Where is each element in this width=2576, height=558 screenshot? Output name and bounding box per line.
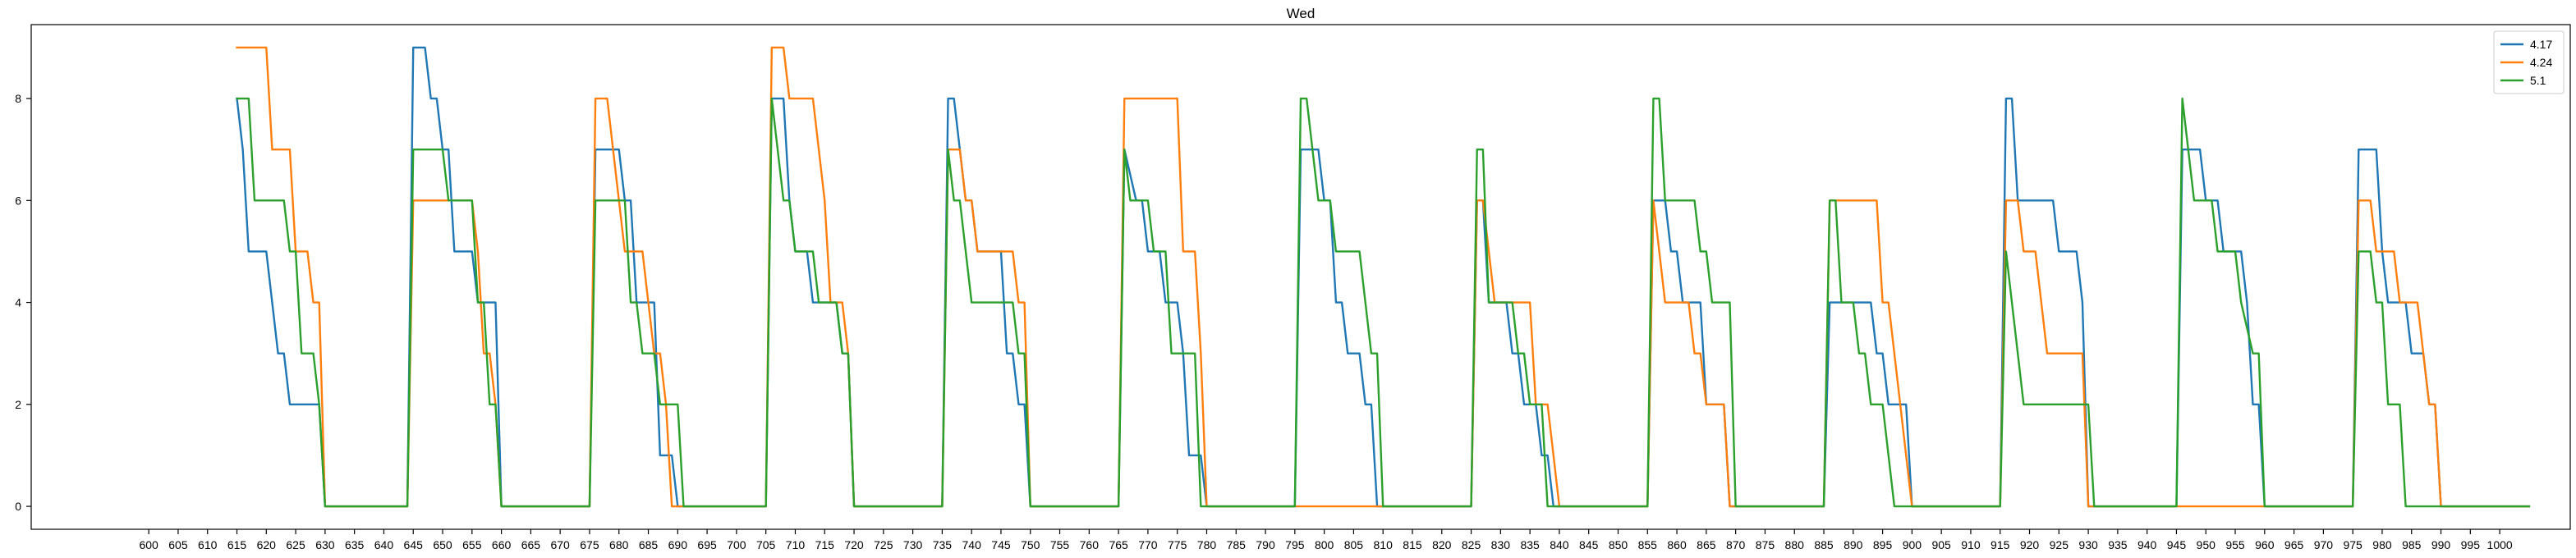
- x-tick-label: 700: [727, 538, 746, 551]
- x-tick-label: 885: [1814, 538, 1834, 551]
- x-tick-label: 790: [1256, 538, 1275, 551]
- x-tick-label: 770: [1138, 538, 1158, 551]
- x-tick-label: 780: [1197, 538, 1217, 551]
- y-tick-label: 2: [15, 398, 21, 411]
- x-tick-label: 950: [2197, 538, 2216, 551]
- x-tick-label: 705: [756, 538, 776, 551]
- x-tick-label: 955: [2225, 538, 2245, 551]
- x-tick-label: 690: [668, 538, 688, 551]
- legend-box: [2493, 30, 2565, 94]
- x-tick-label: 915: [1991, 538, 2010, 551]
- x-tick-label: 740: [962, 538, 982, 551]
- x-tick-label: 745: [991, 538, 1011, 551]
- x-tick-label: 655: [462, 538, 482, 551]
- x-tick-label: 870: [1726, 538, 1746, 551]
- x-tick-label: 695: [697, 538, 717, 551]
- x-tick-label: 890: [1844, 538, 1863, 551]
- x-tick-label: 725: [874, 538, 893, 551]
- x-tick-label: 925: [2050, 538, 2069, 551]
- x-tick-label: 665: [521, 538, 541, 551]
- x-tick-label: 960: [2255, 538, 2275, 551]
- x-tick-label: 630: [315, 538, 335, 551]
- x-tick-label: 710: [786, 538, 806, 551]
- x-tick-label: 865: [1697, 538, 1716, 551]
- y-tick-label: 4: [15, 296, 21, 309]
- x-tick-label: 825: [1462, 538, 1481, 551]
- x-tick-label: 910: [1961, 538, 1981, 551]
- x-tick-label: 895: [1873, 538, 1893, 551]
- x-tick-label: 735: [933, 538, 953, 551]
- series-line-5-1: [236, 97, 2531, 508]
- x-tick-label: 675: [580, 538, 599, 551]
- legend: 4.17 4.24 5.1: [2493, 30, 2565, 94]
- x-tick-label: 680: [609, 538, 629, 551]
- x-tick-label: 660: [492, 538, 512, 551]
- x-tick-label: 640: [374, 538, 394, 551]
- x-tick-label: 750: [1021, 538, 1040, 551]
- x-tick-label: 880: [1785, 538, 1805, 551]
- legend-label: 4.17: [2530, 38, 2552, 51]
- x-tick-label: 820: [1432, 538, 1452, 551]
- x-tick-label: 945: [2167, 538, 2187, 551]
- x-tick-label: 845: [1579, 538, 1599, 551]
- x-tick-label: 935: [2108, 538, 2128, 551]
- x-tick-label: 730: [903, 538, 923, 551]
- x-tick-label: 715: [815, 538, 835, 551]
- x-tick-label: 650: [433, 538, 452, 551]
- x-tick-label: 615: [227, 538, 247, 551]
- x-tick-label: 985: [2402, 538, 2422, 551]
- x-tick-label: 620: [257, 538, 277, 551]
- x-tick-label: 775: [1168, 538, 1187, 551]
- x-tick-label: 875: [1756, 538, 1775, 551]
- x-tick-label: 965: [2284, 538, 2304, 551]
- x-tick-label: 785: [1227, 538, 1247, 551]
- x-tick-label: 920: [2020, 538, 2040, 551]
- x-tick-label: 645: [404, 538, 424, 551]
- x-tick-label: 835: [1520, 538, 1540, 551]
- x-tick-label: 905: [1931, 538, 1951, 551]
- x-tick-label: 975: [2343, 538, 2362, 551]
- x-tick-label: 795: [1285, 538, 1305, 551]
- x-tick-label: 685: [639, 538, 659, 551]
- legend-label: 5.1: [2530, 74, 2546, 87]
- series-layer: [236, 46, 2531, 508]
- x-tick-label: 930: [2078, 538, 2098, 551]
- x-tick-label: 850: [1609, 538, 1628, 551]
- x-tick-label: 720: [844, 538, 864, 551]
- x-tick-label: 970: [2314, 538, 2334, 551]
- chart-title: Wed: [1287, 6, 1316, 21]
- y-tick-label: 6: [15, 194, 21, 207]
- x-tick-label: 810: [1374, 538, 1394, 551]
- x-axis: 600 605 610 615 620 625 630 635 640 645 650 655 660 6…: [139, 529, 2513, 551]
- x-tick-label: 670: [550, 538, 570, 551]
- x-tick-label: 625: [286, 538, 305, 551]
- x-tick-label: 830: [1491, 538, 1511, 551]
- x-tick-label: 995: [2461, 538, 2481, 551]
- x-tick-label: 805: [1344, 538, 1364, 551]
- legend-label: 4.24: [2530, 56, 2552, 69]
- x-tick-label: 855: [1638, 538, 1658, 551]
- y-tick-label: 8: [15, 92, 21, 105]
- axes-frame: [30, 24, 2571, 530]
- x-tick-label: 940: [2137, 538, 2157, 551]
- x-tick-label: 600: [139, 538, 158, 551]
- x-tick-label: 900: [1903, 538, 1922, 551]
- y-tick-label: 0: [15, 500, 21, 513]
- x-tick-label: 980: [2372, 538, 2392, 551]
- x-tick-label: 760: [1080, 538, 1100, 551]
- y-axis: 0 2 4 6 8: [15, 92, 31, 513]
- x-tick-label: 840: [1550, 538, 1569, 551]
- x-tick-label: 990: [2431, 538, 2451, 551]
- x-tick-label: 755: [1050, 538, 1070, 551]
- x-tick-label: 815: [1403, 538, 1422, 551]
- x-tick-label: 605: [168, 538, 188, 551]
- x-tick-label: 765: [1109, 538, 1128, 551]
- x-tick-label: 1000: [2487, 538, 2513, 551]
- x-tick-label: 635: [345, 538, 365, 551]
- x-tick-label: 610: [198, 538, 218, 551]
- x-tick-label: 800: [1315, 538, 1334, 551]
- x-tick-label: 860: [1667, 538, 1687, 551]
